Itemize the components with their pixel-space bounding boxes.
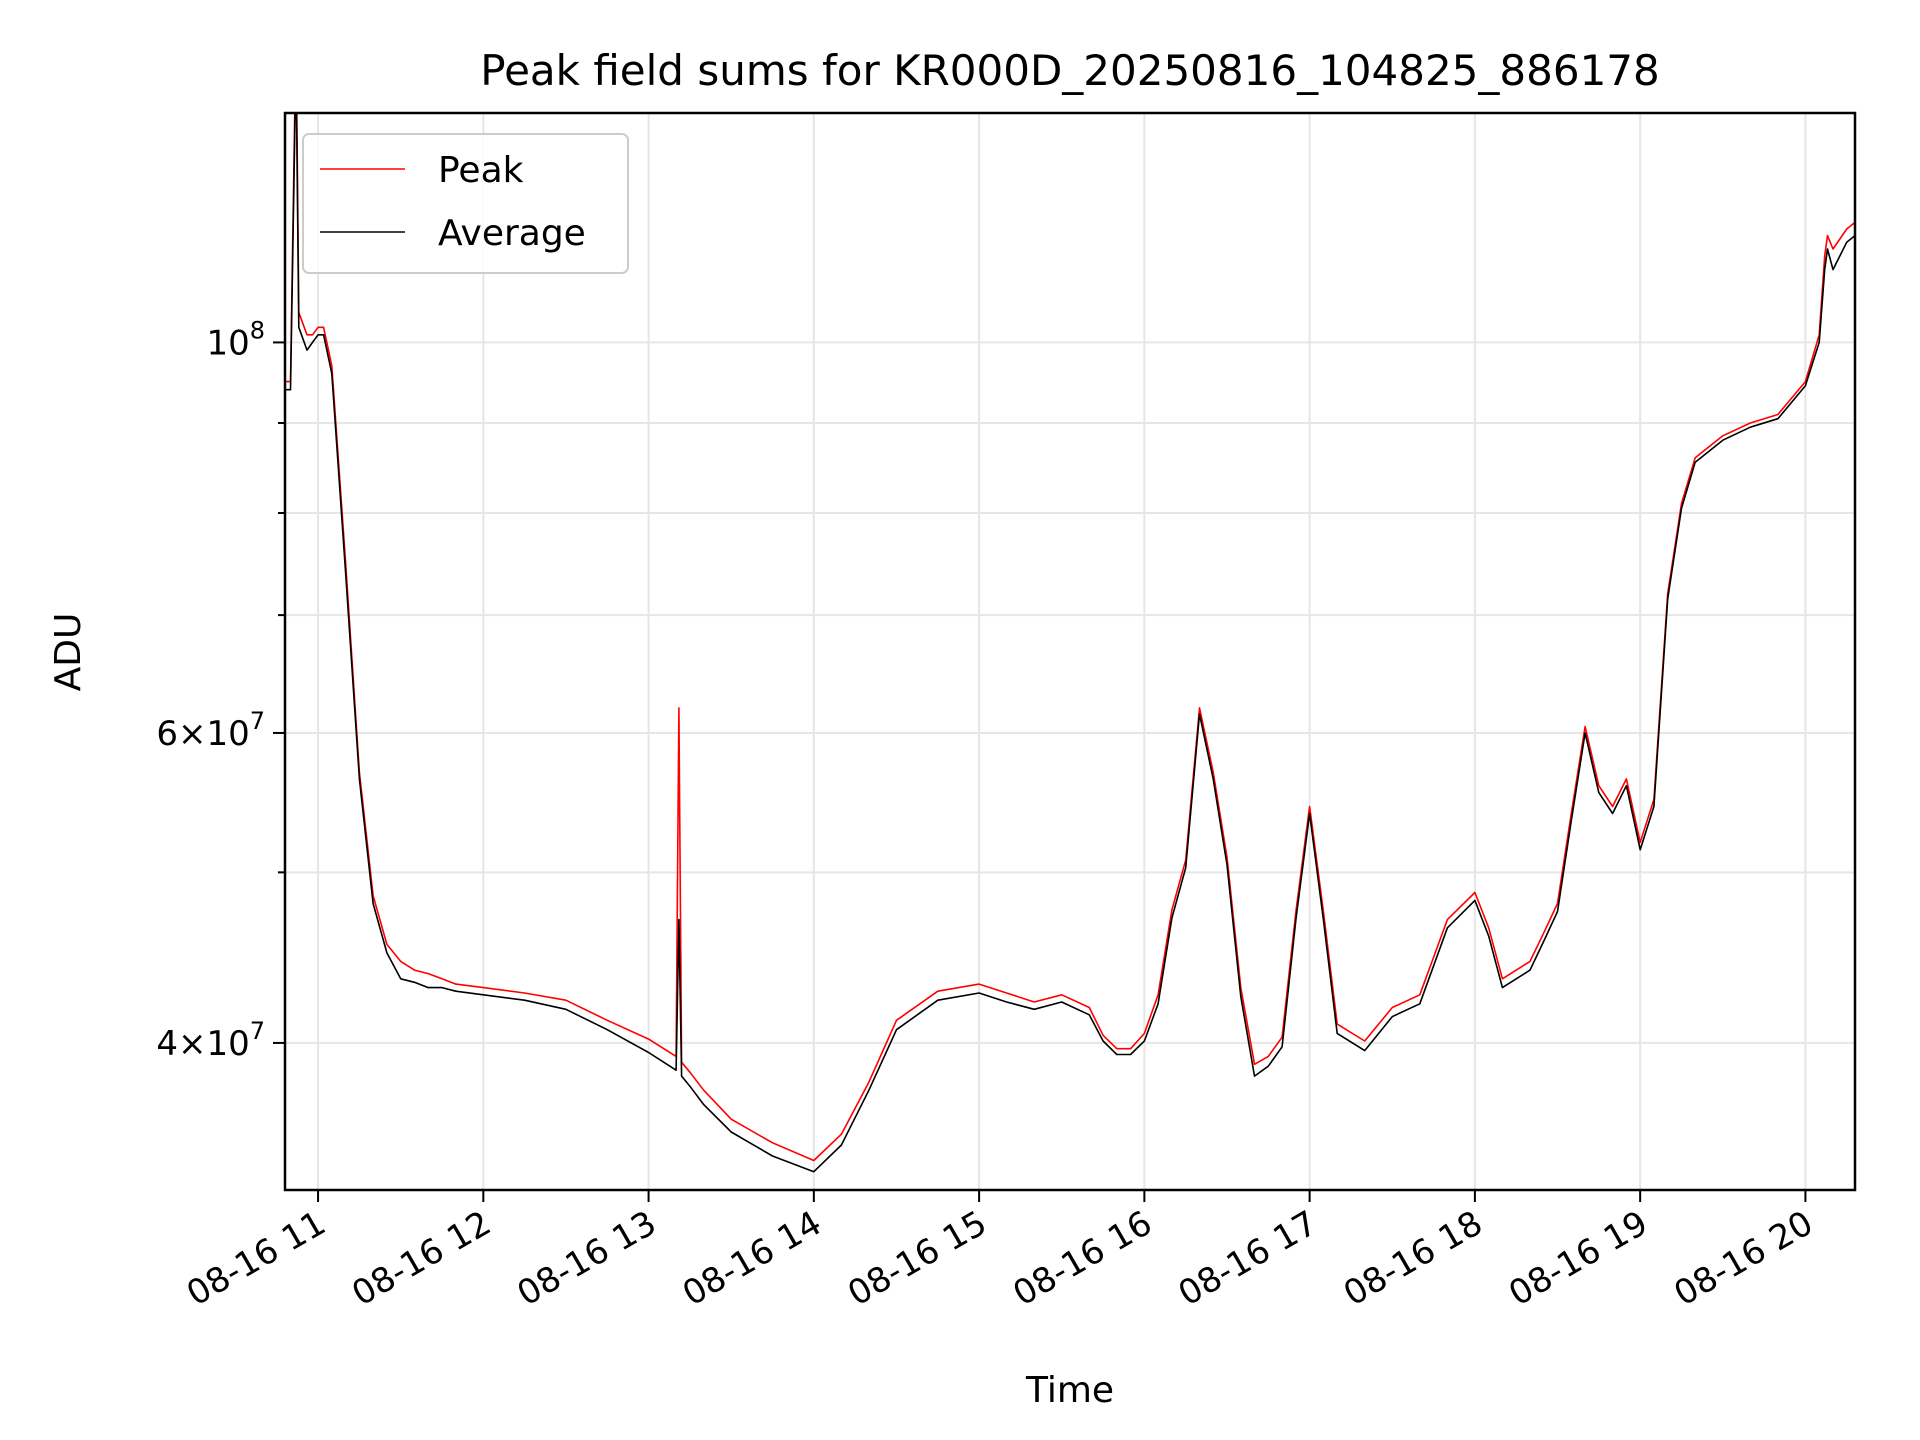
x-axis: 08-16 11 08-16 12 08-16 13 08-16 14 08-16 15…: [180, 1190, 1820, 1314]
y-tick-label: 108: [206, 316, 265, 363]
plot-area: [285, 113, 1855, 1173]
x-tick-label: 08-16 14: [676, 1203, 828, 1314]
legend-label-average: Average: [438, 213, 586, 254]
series-line-peak: [285, 113, 1855, 1162]
x-tick-label: 08-16 17: [1172, 1203, 1324, 1314]
x-tick-label: 08-16 15: [841, 1203, 993, 1314]
x-tick-label: 08-16 20: [1668, 1203, 1820, 1314]
y-axis-label: ADU: [48, 613, 89, 692]
plot-background: [285, 113, 1855, 1190]
x-tick-label: 08-16 13: [511, 1203, 663, 1314]
x-tick-label: 08-16 19: [1502, 1203, 1654, 1314]
x-tick-label: 08-16 12: [345, 1203, 497, 1314]
axes-frame: [283, 111, 1857, 1192]
grid: [285, 113, 1855, 1190]
y-tick-label: 6×107: [156, 707, 265, 754]
legend-label-peak: Peak: [438, 150, 524, 191]
x-tick-label: 08-16 18: [1337, 1203, 1489, 1314]
legend: Peak Average: [302, 133, 629, 274]
y-tick-label: 4×107: [156, 1017, 265, 1064]
x-tick-label: 08-16 11: [180, 1203, 332, 1314]
x-tick-label: 08-16 16: [1006, 1203, 1158, 1314]
series-line-average: [285, 113, 1855, 1173]
x-axis-label: Time: [1025, 1370, 1114, 1411]
y-axis: 4×107 6×107 108: [156, 316, 285, 1064]
chart-title: Peak field sums for KR000D_20250816_1048…: [480, 46, 1659, 95]
